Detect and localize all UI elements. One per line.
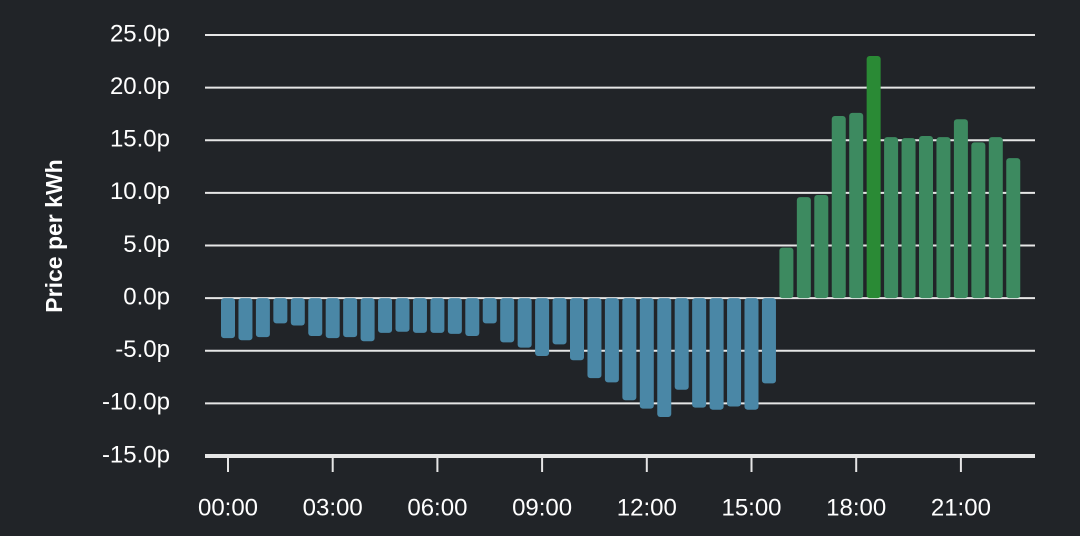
y-tick-label: 5.0p xyxy=(123,231,170,258)
x-tick-label: 06:00 xyxy=(407,494,467,521)
bar xyxy=(552,298,567,345)
x-tick-label: 03:00 xyxy=(303,494,363,521)
x-tick-label: 18:00 xyxy=(826,494,886,521)
bar xyxy=(378,298,393,333)
bar xyxy=(657,298,672,418)
y-axis-title: Price per kWh xyxy=(41,159,67,312)
bar xyxy=(325,298,340,339)
bar xyxy=(674,298,689,390)
y-tick-label: 25.0p xyxy=(110,20,170,47)
bar xyxy=(482,298,497,324)
bar xyxy=(465,298,480,337)
y-tick-label: -15.0p xyxy=(102,441,170,468)
x-tick-label: 12:00 xyxy=(617,494,677,521)
bar xyxy=(238,298,253,341)
bar xyxy=(255,298,270,338)
bar xyxy=(779,247,794,299)
bar xyxy=(988,137,1003,299)
y-tick-label: -10.0p xyxy=(102,389,170,416)
y-tick-label: -5.0p xyxy=(115,336,170,363)
bar xyxy=(901,138,916,299)
bar xyxy=(622,298,637,401)
bar xyxy=(866,56,881,299)
x-tick-label: 09:00 xyxy=(512,494,572,521)
bar xyxy=(587,298,602,379)
bar xyxy=(919,136,933,299)
bar xyxy=(831,116,846,299)
bar xyxy=(535,298,550,357)
bar xyxy=(430,298,445,333)
bar xyxy=(308,298,323,337)
bar xyxy=(290,298,305,326)
bar xyxy=(604,298,619,383)
x-tick-label: 15:00 xyxy=(721,494,781,521)
bar xyxy=(936,137,951,299)
bar xyxy=(221,298,235,339)
y-tick-label: 20.0p xyxy=(110,73,170,100)
bar xyxy=(709,298,724,410)
bar xyxy=(343,298,358,338)
bar xyxy=(412,298,427,333)
y-tick-label: 0.0p xyxy=(123,283,170,310)
bar xyxy=(570,298,584,361)
bar xyxy=(744,298,759,410)
bar xyxy=(884,137,899,299)
bar xyxy=(971,142,986,299)
bar xyxy=(849,112,864,299)
bar xyxy=(360,298,375,342)
y-tick-label: 10.0p xyxy=(110,178,170,205)
bar xyxy=(395,298,410,332)
bar xyxy=(814,194,829,299)
y-tick-label: 15.0p xyxy=(110,126,170,153)
bar xyxy=(517,298,532,348)
x-tick-label: 00:00 xyxy=(198,494,258,521)
bar xyxy=(727,298,742,407)
bar xyxy=(953,119,968,299)
x-tick-label: 21:00 xyxy=(931,494,991,521)
bar xyxy=(692,298,707,408)
bar xyxy=(273,298,288,324)
bar xyxy=(796,197,811,299)
bar xyxy=(447,298,462,334)
bar xyxy=(761,298,776,384)
bar xyxy=(1006,158,1021,299)
bar xyxy=(500,298,515,343)
bar xyxy=(639,298,654,409)
